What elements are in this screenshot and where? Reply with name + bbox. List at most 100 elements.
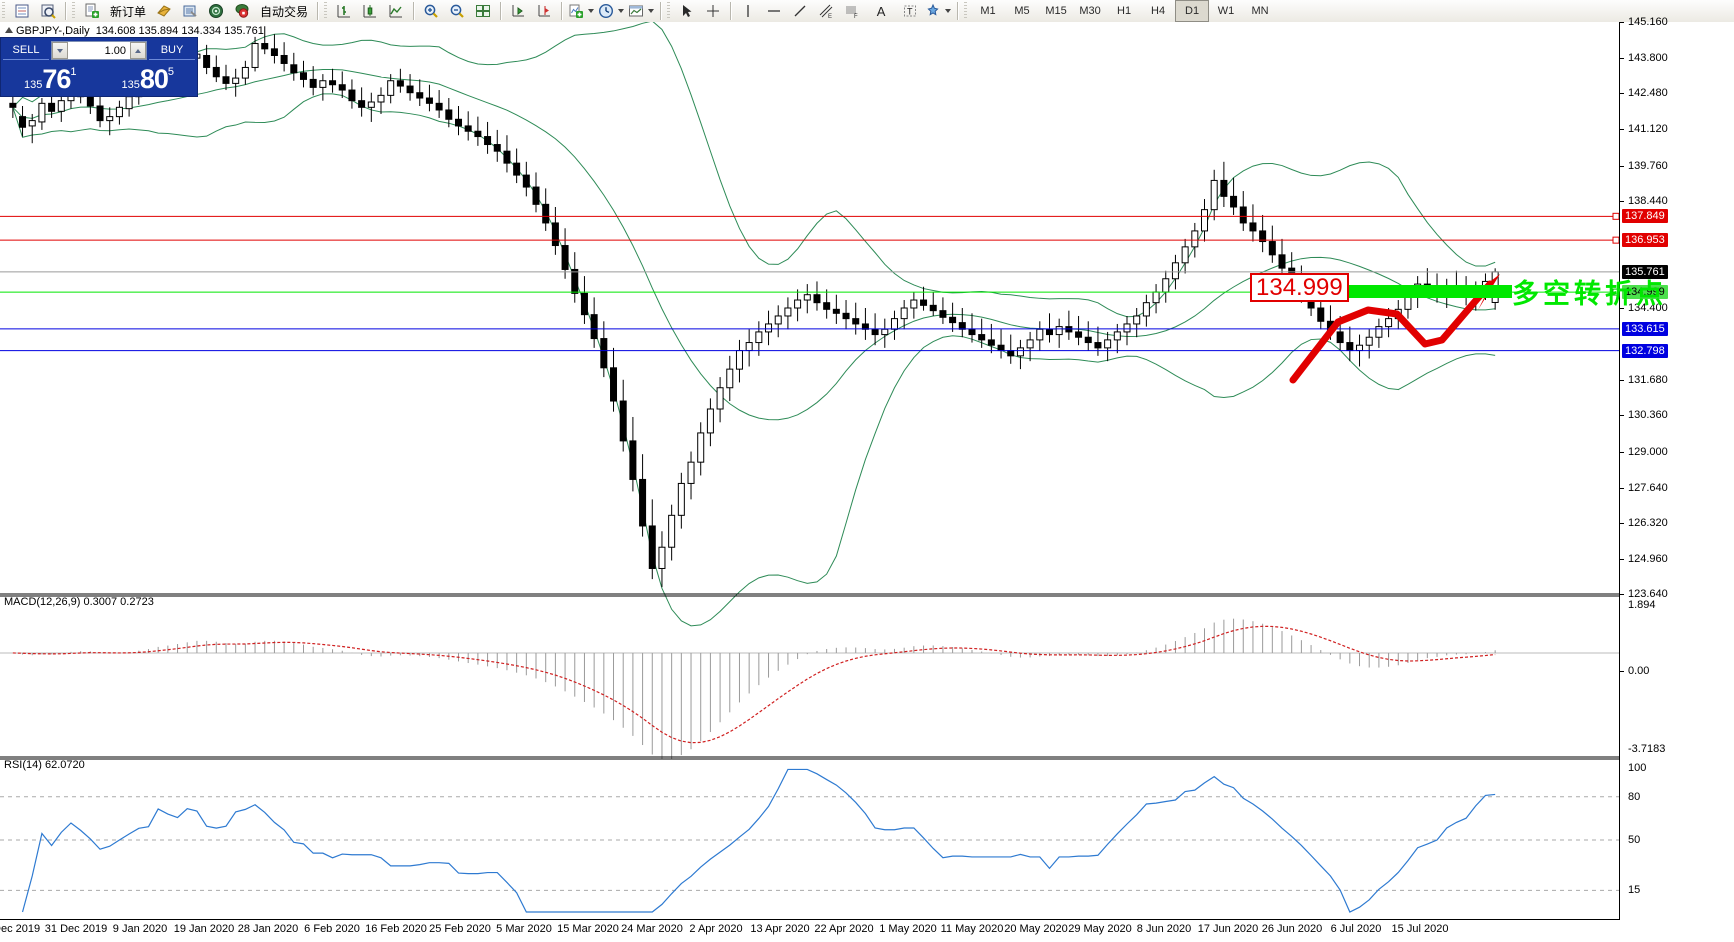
indicators-icon[interactable] — [566, 1, 596, 21]
clock-icon[interactable] — [596, 1, 626, 21]
sell-price-prefix: 135 — [23, 79, 43, 91]
time-tick: 24 Mar 2020 — [621, 923, 683, 935]
auto-trading-icon[interactable] — [229, 1, 255, 21]
auto-trading-button[interactable]: 自动交易 — [255, 1, 313, 21]
zoom-out-icon[interactable] — [444, 1, 470, 21]
new-order-button[interactable]: 新订单 — [105, 1, 151, 21]
svg-text:E: E — [828, 14, 832, 19]
annotation-green-bar — [1336, 285, 1512, 299]
svg-text:F: F — [854, 14, 858, 19]
toolbar-grip[interactable] — [2, 2, 5, 20]
auto-trading-label: 自动交易 — [260, 4, 309, 19]
timeframe-h1[interactable]: H1 — [1117, 5, 1132, 17]
tile-windows-icon[interactable] — [470, 1, 496, 21]
chart-canvas — [0, 22, 1620, 913]
time-tick: 28 Jan 2020 — [237, 923, 299, 935]
time-tick: 29 May 2020 — [1068, 923, 1132, 935]
candlestick-chart-icon[interactable] — [357, 1, 383, 21]
equidistant-channel-icon[interactable]: E — [813, 1, 839, 21]
terminal-icon[interactable] — [9, 1, 35, 21]
time-tick: 13 Apr 2020 — [750, 923, 810, 935]
volume-stepper[interactable]: 1.00 — [51, 41, 147, 60]
bar-chart-icon[interactable] — [331, 1, 357, 21]
toolbar-grip-5[interactable] — [964, 2, 968, 20]
price-level-label[interactable]: 135.761 — [1622, 264, 1668, 279]
sell-price[interactable]: 135 76 1 — [3, 61, 98, 95]
volume-down-icon[interactable] — [52, 42, 68, 59]
shapes-icon[interactable] — [923, 1, 953, 21]
chart-shift-icon[interactable] — [531, 1, 557, 21]
text-icon[interactable]: A — [876, 3, 886, 19]
new-order-icon[interactable] — [79, 1, 105, 21]
toolbar-grip-3[interactable] — [324, 2, 328, 20]
time-tick: 8 Jun 2020 — [1136, 923, 1192, 935]
chart-header: GBPJPY-,Daily 134.608 135.894 134.334 13… — [5, 25, 264, 37]
price-axis[interactable]: 145.160 143.800 142.480 141.120 139.760 138.4… — [1619, 16, 1734, 920]
metaeditor-icon[interactable] — [151, 1, 177, 21]
toolbar-grip-2[interactable] — [72, 2, 75, 20]
buy-price-prefix: 135 — [121, 79, 140, 91]
crosshair-icon[interactable] — [700, 1, 726, 21]
toolbar-separator-5 — [500, 2, 502, 20]
timeframe-m5[interactable]: M5 — [1014, 5, 1030, 17]
sell-button[interactable]: SELL — [3, 41, 49, 60]
fibonacci-icon[interactable]: F — [839, 1, 865, 21]
trendline-icon[interactable] — [787, 1, 813, 21]
macd-caption: MACD(12,26,9) 0.3007 0.2723 — [4, 596, 154, 608]
price-level-label[interactable]: 136.953 — [1622, 233, 1668, 248]
price-level-label[interactable]: 134.999 — [1622, 285, 1668, 300]
auto-scroll-icon[interactable] — [505, 1, 531, 21]
timeframe-w1[interactable]: W1 — [1217, 5, 1235, 17]
octp-header-row: SELL 1.00 BUY — [1, 38, 197, 61]
time-tick: 2 Apr 2020 — [689, 923, 743, 935]
time-tick: 15 Jul 2020 — [1391, 923, 1449, 935]
text-label-icon[interactable]: T — [897, 1, 923, 21]
time-tick: 20 May 2020 — [1004, 923, 1068, 935]
volume-value[interactable]: 1.00 — [104, 44, 126, 57]
vertical-line-icon[interactable] — [735, 1, 761, 21]
chevron-down-icon[interactable] — [588, 9, 595, 13]
buy-price-sup: 5 — [167, 66, 175, 78]
zoom-in-icon[interactable] — [418, 1, 444, 21]
time-tick: 19 Jan 2020 — [173, 923, 235, 935]
chevron-down-icon-2[interactable] — [618, 9, 625, 13]
timeframe-h4[interactable]: H4 — [1151, 5, 1166, 17]
timeframe-d1[interactable]: D1 — [1175, 0, 1210, 22]
toolbar-separator-3 — [317, 2, 319, 20]
timeframe-mn[interactable]: MN — [1251, 5, 1269, 17]
price-level-label[interactable]: 133.615 — [1622, 321, 1668, 336]
signals-icon[interactable] — [203, 1, 229, 21]
svg-text:T: T — [907, 7, 913, 17]
time-tick: 25 Feb 2020 — [429, 923, 491, 935]
market-watch-icon[interactable] — [35, 1, 61, 21]
chart-symbol-label: GBPJPY-,Daily — [16, 25, 90, 37]
buy-price[interactable]: 135 80 5 — [101, 61, 196, 95]
chart-expand-icon[interactable] — [5, 27, 13, 33]
buy-button[interactable]: BUY — [149, 41, 195, 60]
strategy-tester-icon[interactable] — [177, 1, 203, 21]
timeframe-m30[interactable]: M30 — [1079, 5, 1101, 17]
one-click-trading-panel[interactable]: SELL 1.00 BUY 135 76 1 135 80 5 — [0, 37, 198, 97]
price-level-label[interactable]: 132.798 — [1622, 343, 1668, 358]
time-tick: 11 May 2020 — [940, 923, 1004, 935]
time-tick: 6 Jul 2020 — [1330, 923, 1382, 935]
toolbar-separator — [65, 2, 66, 20]
chevron-down-icon-4[interactable] — [945, 9, 952, 13]
timeframe-m1[interactable]: M1 — [980, 5, 996, 17]
timeframe-m15[interactable]: M15 — [1045, 5, 1067, 17]
chevron-down-icon-3[interactable] — [648, 9, 655, 13]
timeframe-group: M1 M5 M15 M30 H1 H4 D1 W1 MN — [971, 0, 1277, 22]
horizontal-line-icon[interactable] — [761, 1, 787, 21]
volume-up-icon[interactable] — [130, 42, 146, 59]
price-level-label[interactable]: 137.849 — [1622, 209, 1668, 224]
line-chart-icon[interactable] — [383, 1, 409, 21]
cursor-arrow-icon[interactable] — [674, 1, 700, 21]
time-tick: 16 Feb 2020 — [365, 923, 427, 935]
price-chart-plot[interactable] — [0, 22, 1620, 920]
templates-icon[interactable] — [626, 1, 656, 21]
toolbar-grip-4[interactable] — [667, 2, 671, 20]
chart-ohlc-label: 134.608 135.894 134.334 135.761 — [95, 25, 264, 37]
toolbar-separator-4 — [413, 2, 415, 20]
